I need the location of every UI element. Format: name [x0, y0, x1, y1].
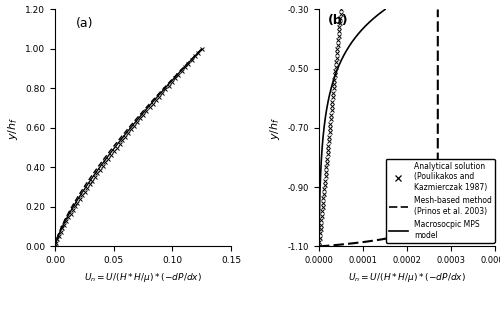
Y-axis label: $y/h_f$: $y/h_f$	[6, 116, 20, 140]
X-axis label: $U_n = U/(H*H/\mu)*(-dP/dx)$: $U_n = U/(H*H/\mu)*(-dP/dx)$	[84, 271, 202, 284]
Legend: Analytical solution
(Poulikakos and
Kazmierczak 1987), Mesh-based method
(Prinos: Analytical solution (Poulikakos and Kazm…	[386, 159, 494, 243]
Text: (a): (a)	[76, 17, 94, 30]
Y-axis label: $y/h_f$: $y/h_f$	[268, 116, 282, 140]
Text: (b): (b)	[328, 14, 348, 27]
X-axis label: $U_n = U/(H*H/\mu)*(-dP/dx)$: $U_n = U/(H*H/\mu)*(-dP/dx)$	[348, 271, 466, 284]
